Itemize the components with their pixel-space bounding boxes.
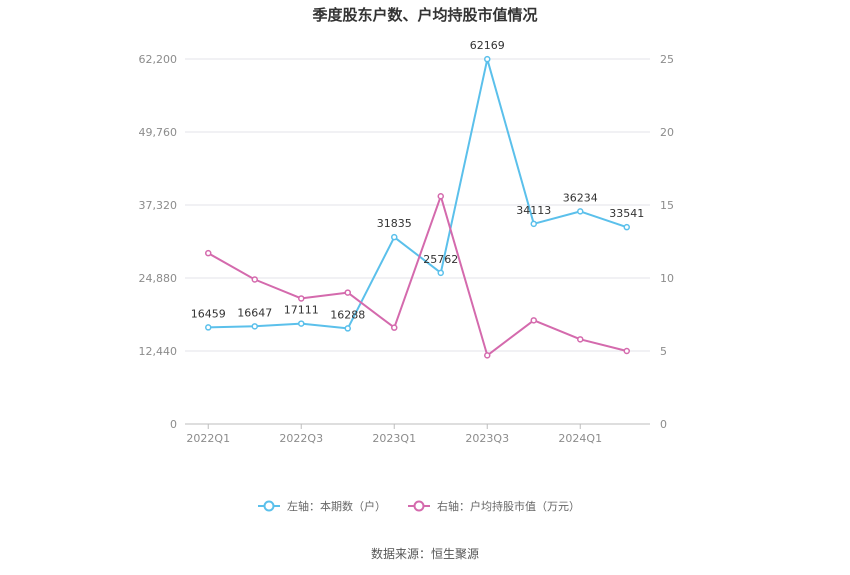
right-tick-label: 20 (660, 126, 674, 139)
series-point-2 (251, 276, 258, 283)
series-point-1 (344, 325, 351, 332)
grid-lines (185, 58, 650, 425)
right-tick-label: 15 (660, 199, 674, 212)
data-label: 36234 (563, 191, 598, 204)
x-tick-label: 2024Q1 (558, 432, 602, 445)
data-label: 62169 (470, 39, 505, 52)
data-label: 16647 (237, 306, 272, 319)
right-tick-label: 10 (660, 272, 674, 285)
data-label: 16288 (330, 308, 365, 321)
legend-label-left: 左轴：本期数（户） (287, 499, 386, 513)
series-point-2 (391, 324, 398, 331)
series-line-2 (207, 195, 628, 357)
left-tick-label: 49,760 (139, 126, 178, 139)
source-note: 数据来源：恒生聚源 (371, 546, 479, 561)
data-labels: 16459 16647 17111 16288 31835 25762 62169 34113… (191, 39, 645, 321)
data-label: 33541 (609, 207, 644, 220)
data-label: 16459 (191, 307, 226, 320)
legend-item-right[interactable]: 右轴：户均持股市值（万元） (408, 499, 580, 513)
legend-label-right: 右轴：户均持股市值（万元） (437, 499, 580, 513)
series-point-2 (298, 295, 305, 302)
data-label: 17111 (284, 304, 319, 317)
series-point-1 (205, 324, 212, 331)
left-tick-label: 37,320 (139, 199, 178, 212)
series-point-2 (530, 317, 537, 324)
series-point-1 (298, 320, 305, 327)
legend-item-left[interactable]: 左轴：本期数（户） (258, 499, 386, 513)
x-tick-label: 2023Q3 (465, 432, 509, 445)
series-point-2 (437, 192, 444, 200)
data-label: 25762 (423, 253, 458, 266)
series-point-1 (623, 223, 630, 231)
chart-title: 季度股东户数、户均持股市值情况 (312, 6, 537, 24)
right-tick-label: 0 (660, 418, 667, 431)
left-tick-label: 0 (170, 418, 177, 431)
legend-marker-icon-right (413, 500, 425, 512)
left-tick-label: 62,200 (139, 53, 178, 66)
series-point-2 (623, 347, 630, 355)
series-point-1 (577, 208, 584, 215)
series-point-1 (251, 323, 258, 330)
series-point-1 (530, 220, 537, 228)
legend-marker-icon-left (263, 500, 275, 512)
series-point-1 (391, 233, 398, 241)
data-label: 34113 (516, 204, 551, 217)
right-tick-label: 25 (660, 53, 674, 66)
left-tick-label: 24,880 (139, 272, 178, 285)
series-lines (205, 55, 630, 359)
x-tick-label: 2022Q3 (279, 432, 323, 445)
right-tick-label: 5 (660, 345, 667, 358)
axis-ticks: 0 0 12,440 5 24,880 10 37,320 15 49,760 20 62,200 2… (139, 53, 675, 445)
series-point-2 (344, 289, 351, 296)
series-point-2 (577, 336, 584, 343)
left-tick-label: 12,440 (139, 345, 178, 358)
x-tick-label: 2022Q1 (186, 432, 230, 445)
data-label: 31835 (377, 217, 412, 230)
series-point-2 (484, 352, 491, 359)
series-line-1 (208, 58, 628, 330)
series-point-1 (484, 55, 491, 63)
series-point-2 (205, 249, 212, 257)
series-point-1 (437, 269, 444, 277)
legend[interactable]: 左轴：本期数（户） 右轴：户均持股市值（万元） (258, 499, 580, 513)
x-tick-label: 2023Q1 (372, 432, 416, 445)
